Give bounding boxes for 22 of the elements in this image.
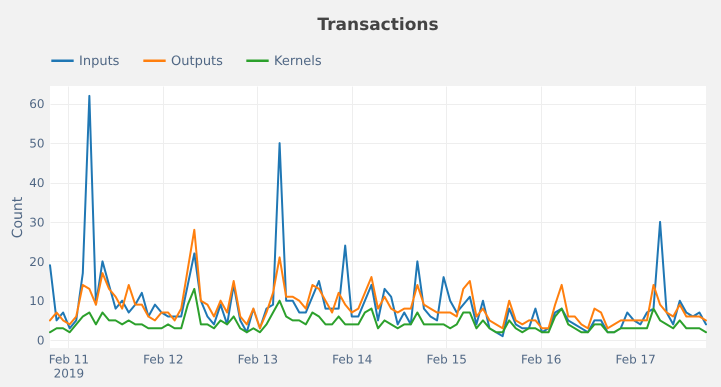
y-tick-label: 50 <box>29 136 44 151</box>
line-series <box>49 94 707 338</box>
chart-title: Transactions <box>317 15 439 35</box>
legend-label: Inputs <box>79 54 120 69</box>
y-axis-title: Count <box>10 196 26 238</box>
y-tick-label: 40 <box>29 176 44 190</box>
line-series <box>49 228 707 330</box>
y-tick-label: 0 <box>36 334 44 348</box>
x-tick-label: Feb 15 <box>426 352 467 366</box>
y-tick-label: 10 <box>29 294 44 308</box>
x-tick-label: Feb 13 <box>238 352 278 366</box>
x-tick-label: Feb 14 <box>332 352 372 366</box>
legend-label: Kernels <box>274 54 322 69</box>
x-tick-label: Feb 11 2019 <box>48 352 90 380</box>
x-tick-label: Feb 16 <box>521 352 562 366</box>
y-tick-label: 60 <box>29 97 44 112</box>
line-series <box>49 288 707 334</box>
legend-label: Outputs <box>171 54 224 69</box>
x-tick-label: Feb 12 <box>143 352 184 366</box>
x-tick-label: Feb 17 <box>615 352 656 366</box>
y-tick-label: 30 <box>29 215 44 230</box>
y-tick-label: 20 <box>29 254 44 269</box>
